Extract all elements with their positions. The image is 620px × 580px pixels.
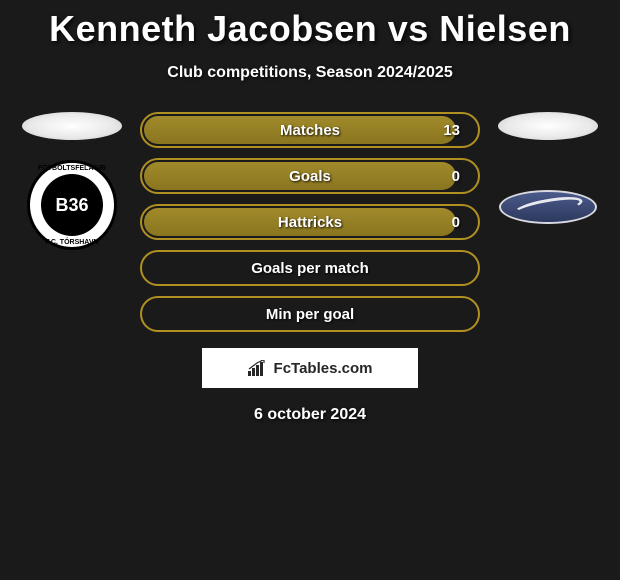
left-club-ring-bottom: F.C. TÓRSHAVN	[30, 239, 114, 246]
stat-value: 0	[452, 214, 460, 231]
stat-label: Matches	[280, 122, 340, 139]
stat-pill-matches: Matches 13	[140, 112, 480, 148]
left-club-badge: FÓTBOLTSFELAGIÐ F.C. TÓRSHAVN B36	[27, 160, 117, 250]
left-player-oval	[22, 112, 122, 140]
left-club-ring-top: FÓTBOLTSFELAGIÐ	[30, 165, 114, 172]
page-title: Kenneth Jacobsen vs Nielsen	[0, 8, 620, 50]
bar-chart-icon	[248, 360, 268, 376]
right-player-oval	[498, 112, 598, 140]
footer-date: 6 october 2024	[0, 406, 620, 424]
right-club-swoosh-icon	[512, 193, 584, 221]
stat-label: Goals per match	[251, 260, 369, 277]
infographic-container: Kenneth Jacobsen vs Nielsen Club competi…	[0, 0, 620, 424]
stat-label: Min per goal	[266, 306, 354, 323]
page-subtitle: Club competitions, Season 2024/2025	[0, 64, 620, 82]
stats-column: Matches 13 Goals 0 Hattricks 0 Goals per match…	[140, 112, 480, 332]
right-column	[498, 112, 598, 224]
left-club-ring-text: FÓTBOLTSFELAGIÐ F.C. TÓRSHAVN	[30, 163, 114, 247]
stat-pill-min-per-goal: Min per goal	[140, 296, 480, 332]
right-club-badge	[499, 190, 597, 224]
stat-pill-goals: Goals 0	[140, 158, 480, 194]
stat-pill-goals-per-match: Goals per match	[140, 250, 480, 286]
main-row: FÓTBOLTSFELAGIÐ F.C. TÓRSHAVN B36 Matche…	[0, 112, 620, 332]
stat-label: Hattricks	[278, 214, 342, 231]
left-column: FÓTBOLTSFELAGIÐ F.C. TÓRSHAVN B36	[22, 112, 122, 250]
watermark-box: FcTables.com	[202, 348, 418, 388]
watermark-text: FcTables.com	[274, 360, 373, 377]
stat-value: 13	[443, 122, 460, 139]
stat-value: 0	[452, 168, 460, 185]
stat-pill-hattricks: Hattricks 0	[140, 204, 480, 240]
stat-label: Goals	[289, 168, 331, 185]
